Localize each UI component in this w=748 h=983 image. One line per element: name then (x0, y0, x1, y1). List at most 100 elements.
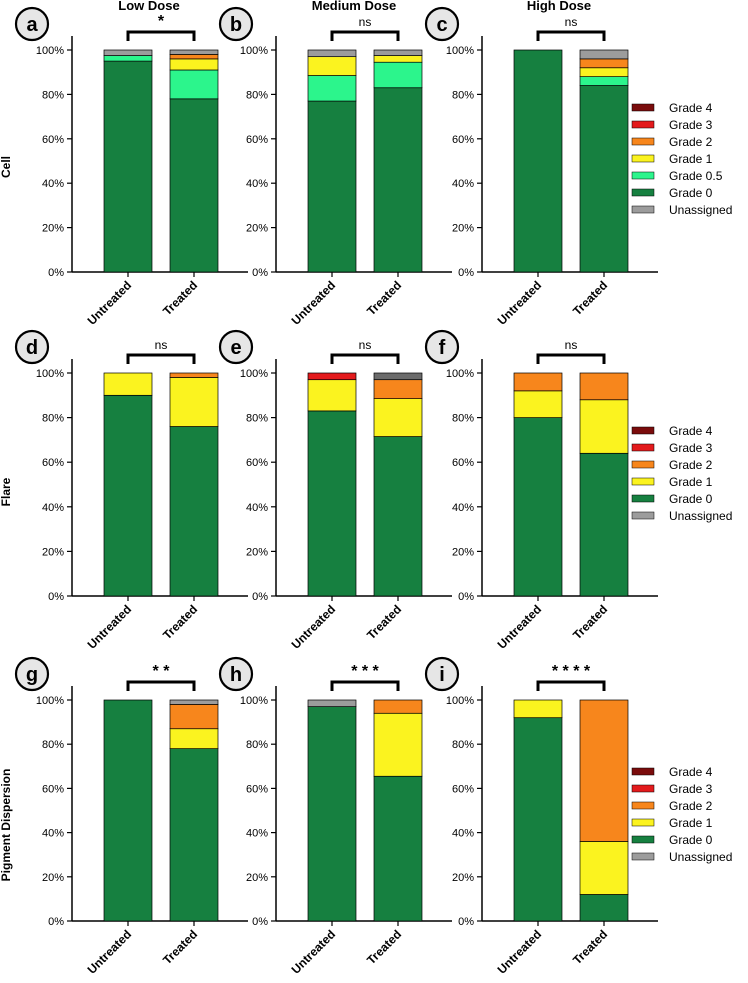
panel-letter: b (230, 14, 242, 36)
legend-label-unassigned: Unassigned (669, 203, 732, 217)
panel-g: g 0% 20% 40% 60% 80% 100% Untreated Treated * * (14, 656, 248, 977)
y-tick-label: 100% (446, 368, 474, 380)
x-tick-label-treated: Treated (160, 927, 200, 967)
panel-letter: d (26, 337, 38, 359)
legend-swatch-grade-4 (631, 103, 655, 112)
x-tick-label-treated: Treated (570, 927, 610, 967)
row-label-flare: Flare (0, 477, 13, 506)
significance-label: ns (359, 15, 372, 29)
x-tick-label-untreated: Untreated (85, 278, 135, 328)
bar-segment-unassigned-treated (169, 49, 219, 55)
x-tick-label-untreated: Untreated (495, 602, 545, 652)
legend-label-grade-0: Grade 0 (669, 492, 713, 506)
panel-letter: c (436, 14, 447, 36)
legend-label-grade-0: Grade 0 (669, 186, 713, 200)
y-tick-label: 0% (458, 916, 474, 928)
bar-segment-grade-1-treated (579, 67, 629, 77)
bar-segment-grade-0-treated (169, 748, 219, 922)
legend-swatch-unassigned (631, 205, 655, 214)
legend-label-grade-2: Grade 2 (669, 799, 713, 813)
y-tick-label: 100% (36, 45, 64, 57)
legend-swatch-grade-3 (631, 443, 655, 452)
bar-segment-grade-0-untreated (307, 100, 357, 273)
bar-segment-grade-2-treated (169, 372, 219, 378)
panel-f: f 0% 20% 40% 60% 80% 100% Untreated Treated ns (424, 329, 658, 652)
significance-label: * * * * (552, 663, 591, 680)
panel-h: h 0% 20% 40% 60% 80% 100% Untreated Treated * * * (218, 656, 452, 977)
bar-segment-grade-0-treated (373, 775, 423, 922)
y-tick-label: 80% (42, 739, 64, 751)
legend-label-grade-4: Grade 4 (669, 101, 713, 115)
bar-segment-grade-1-treated (579, 399, 629, 454)
bar-segment-grade-0-untreated (513, 417, 563, 597)
y-tick-label: 20% (246, 546, 268, 558)
panel-badge (424, 6, 460, 42)
y-tick-label: 60% (452, 134, 474, 146)
row-label-cell: Cell (0, 156, 13, 178)
panel-c: c 0% 20% 40% 60% 80% 100% Untreated Treated ns (424, 6, 658, 328)
panel-badge (424, 329, 460, 365)
bar-segment-grade-0-untreated (513, 717, 563, 922)
panel-e: e 0% 20% 40% 60% 80% 100% Untreated Treated ns (218, 329, 452, 652)
legend-label-unassigned: Unassigned (669, 850, 732, 864)
bar-segment-grade-0-treated (579, 85, 629, 273)
y-tick-label: 40% (246, 502, 268, 514)
bar-segment-grade-2-treated (373, 699, 423, 714)
bar-segment-grade-2-treated (169, 54, 219, 60)
y-tick-label: 40% (42, 502, 64, 514)
panel-letter: g (26, 664, 38, 686)
y-tick-label: 40% (452, 502, 474, 514)
y-tick-label: 40% (42, 828, 64, 840)
bar-segment-grade-0-untreated (307, 706, 357, 922)
panel-letter: i (439, 664, 445, 686)
bar-segment-grade-1-untreated (103, 372, 153, 396)
legend-swatch-grade-0 (631, 188, 655, 197)
legend-swatch-grade-0 (631, 494, 655, 503)
bar-segment-grade-1-untreated (307, 56, 357, 76)
y-tick-label: 20% (42, 223, 64, 235)
y-tick-label: 40% (452, 828, 474, 840)
y-tick-label: 0% (458, 267, 474, 279)
bar-segment-grade-1-untreated (513, 699, 563, 719)
bar-segment-grade-1-treated (169, 377, 219, 427)
bar-segment-grade-1-treated (169, 58, 219, 71)
column-title-high-dose: High Dose (527, 0, 591, 13)
panel-badge (218, 329, 254, 365)
y-tick-label: 60% (246, 457, 268, 469)
y-tick-label: 40% (452, 178, 474, 190)
legend-swatch-unassigned (631, 852, 655, 861)
bar-segment-grade-1-treated (579, 841, 629, 895)
y-tick-label: 20% (246, 223, 268, 235)
y-tick-label: 100% (36, 695, 64, 707)
legend-label-grade-0-5: Grade 0.5 (669, 169, 723, 183)
legend-label-grade-1: Grade 1 (669, 475, 713, 489)
legend-label-grade-1: Grade 1 (669, 816, 713, 830)
y-tick-label: 60% (246, 783, 268, 795)
legend-swatch-grade-0-5 (631, 171, 655, 180)
x-tick-label-treated: Treated (160, 602, 200, 642)
legends: Grade 4 Grade 3 Grade 2 Grade 1 Grade 0.5 Gra… (631, 101, 732, 864)
y-tick-label: 80% (452, 739, 474, 751)
y-tick-label: 80% (42, 89, 64, 101)
y-tick-label: 40% (42, 178, 64, 190)
bar-segment-unassigned-untreated (307, 699, 357, 707)
legend-swatch-grade-1 (631, 154, 655, 163)
y-tick-label: 0% (458, 591, 474, 603)
panel-badge (14, 6, 50, 42)
legend-label-grade-1: Grade 1 (669, 152, 713, 166)
panel-letter: a (26, 14, 38, 36)
row-label-pigment-dispersion: Pigment Dispersion (0, 769, 13, 882)
bar-segment-unassigned-treated (373, 49, 423, 56)
y-tick-label: 80% (452, 89, 474, 101)
y-tick-label: 20% (42, 546, 64, 558)
significance-bracket (126, 353, 196, 364)
legend-swatch-grade-2 (631, 801, 655, 810)
x-tick-label-untreated: Untreated (289, 278, 339, 328)
legend-swatch-grade-2 (631, 460, 655, 469)
y-tick-label: 80% (246, 89, 268, 101)
y-tick-label: 80% (452, 413, 474, 425)
significance-bracket (536, 680, 606, 691)
legend-label-grade-3: Grade 3 (669, 118, 713, 132)
legend-swatch-grade-3 (631, 120, 655, 129)
y-tick-label: 80% (42, 413, 64, 425)
